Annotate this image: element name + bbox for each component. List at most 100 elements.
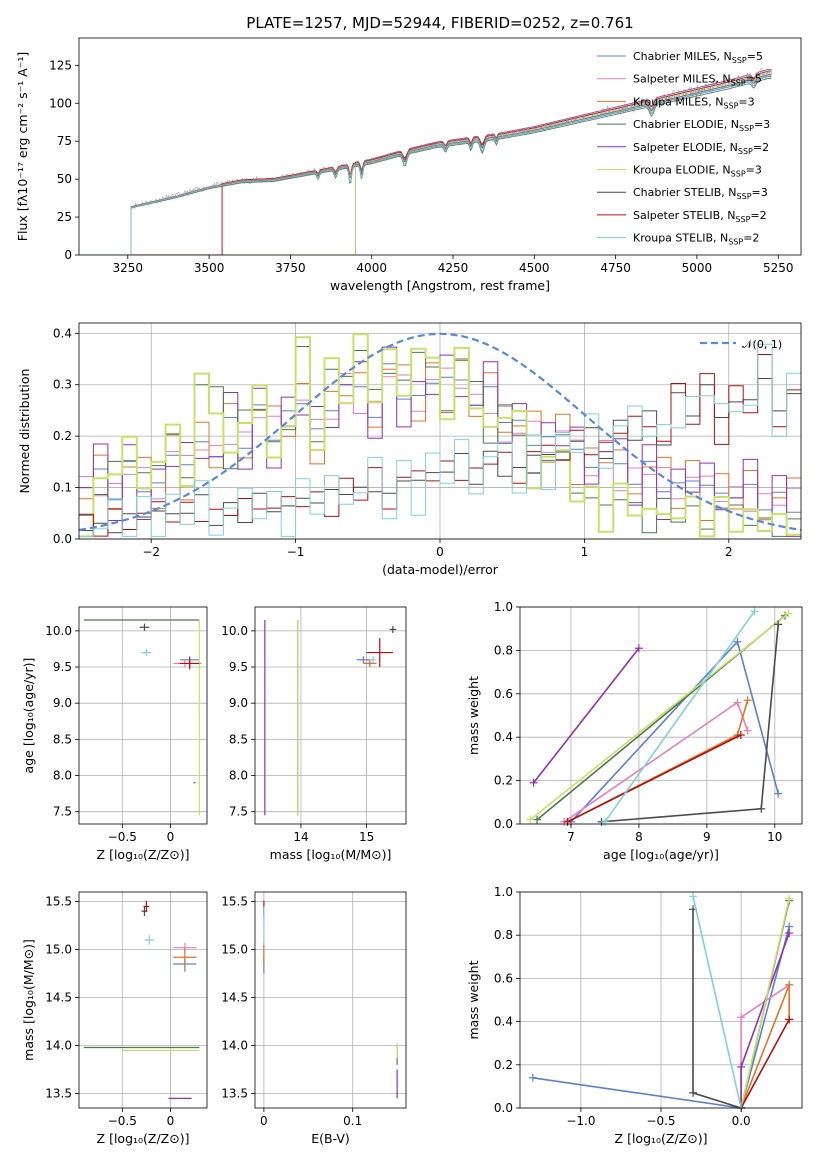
y-tick-label: 0.0 xyxy=(494,817,513,831)
weight-marker xyxy=(774,789,783,798)
x-axis-label: (data-model)/error xyxy=(382,562,499,577)
legend-entry: Chabrier ELODIE, NSSP=3 xyxy=(633,118,770,133)
y-axis-label: mass [log₁₀(M/M⊙)] xyxy=(21,939,36,1061)
errorbar-point xyxy=(198,620,201,816)
age-vs-metallicity-panel: −0.5 0 7.5 8.0 8.5 9.0 9.5 10.0 Z [log₁₀(Z/Z⊙)] a… xyxy=(21,606,208,862)
legend-entry: Salpeter ELODIE, NSSP=2 xyxy=(633,141,769,156)
mass-vs-extinction-panel: 0 0.1 13.5 14.0 14.5 15.0 15.5 E(B-V) xyxy=(221,891,407,1146)
legend-entry: Kroupa ELODIE, NSSP=3 xyxy=(633,164,762,179)
plot-area xyxy=(264,620,397,816)
y-tick-label: 10.0 xyxy=(45,624,72,638)
weight-marker xyxy=(736,731,745,740)
y-tick-label: 7.5 xyxy=(229,805,248,819)
x-tick-label: 4500 xyxy=(519,261,550,275)
errorbar-point xyxy=(180,657,200,670)
histogram-kroupa-elodie xyxy=(79,333,801,538)
model-spectrum-chabrier-elodie xyxy=(79,77,772,255)
y-tick-label: 25 xyxy=(57,210,72,224)
x-tick-label: 15 xyxy=(359,830,374,844)
weight-line-kroupa-stelib xyxy=(692,896,742,1109)
legend-entry: Chabrier STELIB, NSSP=3 xyxy=(633,186,768,201)
weight-marker xyxy=(785,929,794,938)
legend-entry: Kroupa MILES, NSSP=3 xyxy=(633,95,755,110)
x-tick-label: −1 xyxy=(287,545,305,559)
y-tick-label: 0.8 xyxy=(494,643,513,657)
x-tick-label: 2 xyxy=(725,545,733,559)
weight-marker xyxy=(784,609,793,618)
x-axis-label: mass [log₁₀(M/M⊙)] xyxy=(270,847,392,862)
errorbar-point xyxy=(143,900,150,913)
x-axis-label: E(B-V) xyxy=(311,1131,350,1146)
residual-distribution-panel: −2 −1 0 1 2 0.0 0.1 0.2 0.3 0.4 (data-model)/error… xyxy=(17,322,802,577)
y-tick-label: 0.4 xyxy=(494,1015,513,1029)
x-tick-label: 0.1 xyxy=(343,1114,362,1128)
y-tick-label: 0.0 xyxy=(53,532,72,546)
axes-frame xyxy=(519,891,803,1109)
x-tick-label: 0 xyxy=(260,1114,268,1128)
weight-marker xyxy=(737,1062,746,1071)
mass-vs-metallicity-panel: −0.5 0 13.5 14.0 14.5 15.0 15.5 Z [log₁₀(Z/Z⊙)]… xyxy=(21,891,208,1146)
y-tick-label: 1.0 xyxy=(494,600,513,614)
weight-marker xyxy=(785,1015,794,1024)
legend-entry: 𝒩(0, 1) xyxy=(742,338,782,351)
axes-frame xyxy=(519,606,803,825)
weight-line-salpeter-stelib xyxy=(567,734,742,823)
y-axis-label: Flux [fλ10⁻¹⁷ erg cm⁻² s⁻¹ A⁻¹] xyxy=(15,52,30,241)
weight-marker xyxy=(689,1088,698,1097)
weight-marker xyxy=(526,815,535,824)
x-tick-label: −0.5 xyxy=(108,830,137,844)
x-tick-label: 4250 xyxy=(438,261,469,275)
weight-marker xyxy=(563,817,572,826)
errorbar-point xyxy=(139,623,150,631)
y-tick-label: 15.0 xyxy=(45,943,72,957)
y-axis-label: mass weight xyxy=(466,676,481,755)
y-tick-label: 0.6 xyxy=(494,971,513,985)
x-tick-label: 3500 xyxy=(194,261,225,275)
y-tick-label: 8.5 xyxy=(53,732,72,746)
weight-marker xyxy=(529,778,538,787)
y-tick-label: 0.4 xyxy=(494,730,513,744)
weight-line-kroupa-stelib xyxy=(604,610,756,823)
y-tick-label: 75 xyxy=(57,134,72,148)
y-tick-label: 125 xyxy=(49,58,72,72)
weight-line-kroupa-elodie xyxy=(740,898,790,1109)
y-tick-label: 9.0 xyxy=(229,696,248,710)
legend: Chabrier MILES, NSSP=5 Salpeter MILES, NS… xyxy=(597,50,770,247)
plot-area xyxy=(79,68,772,255)
x-axis-label: wavelength [Angstrom, rest frame] xyxy=(330,278,550,293)
x-tick-label: 0 xyxy=(167,1114,175,1128)
plot-area xyxy=(526,607,793,826)
axes-frame xyxy=(254,606,407,825)
axes-frame xyxy=(78,37,802,256)
x-tick-label: −1.0 xyxy=(566,1114,595,1128)
y-tick-label: 0.4 xyxy=(53,326,72,340)
weight-marker xyxy=(600,817,609,826)
weight-line-salpeter-miles xyxy=(563,701,749,823)
x-tick-label: 0 xyxy=(167,830,175,844)
axes-frame xyxy=(78,606,208,825)
legend-entry: Salpeter MILES, NSSP=5 xyxy=(633,73,762,88)
histogram-kroupa-stelib xyxy=(79,343,801,537)
x-tick-label: 5250 xyxy=(763,261,794,275)
y-tick-label: 14.5 xyxy=(221,991,248,1005)
x-tick-label: 3250 xyxy=(113,261,144,275)
legend-entry: Salpeter STELIB, NSSP=2 xyxy=(633,209,767,224)
x-tick-label: 4000 xyxy=(356,261,387,275)
model-spectrum-salpeter-elodie xyxy=(79,68,772,255)
weight-vs-age-panel: 7 8 9 10 0.0 0.2 0.4 0.6 0.8 1.0 age [log₁₀(age/yr… xyxy=(466,600,803,862)
plot-area xyxy=(79,332,801,538)
y-tick-label: 15.0 xyxy=(221,943,248,957)
errorbar-point xyxy=(173,947,197,967)
y-tick-label: 0.0 xyxy=(494,1101,513,1115)
weight-marker xyxy=(532,815,541,824)
legend-entry: Chabrier MILES, NSSP=5 xyxy=(633,50,763,65)
plot-area xyxy=(83,619,202,816)
axes-frame xyxy=(78,891,208,1109)
x-axis-label: age [log₁₀(age/yr)] xyxy=(603,847,719,862)
errorbar-point xyxy=(389,625,397,634)
y-tick-label: 0.2 xyxy=(494,774,513,788)
weight-marker xyxy=(733,698,742,707)
x-tick-label: 9 xyxy=(703,830,711,844)
y-tick-label: 15.5 xyxy=(45,895,72,909)
